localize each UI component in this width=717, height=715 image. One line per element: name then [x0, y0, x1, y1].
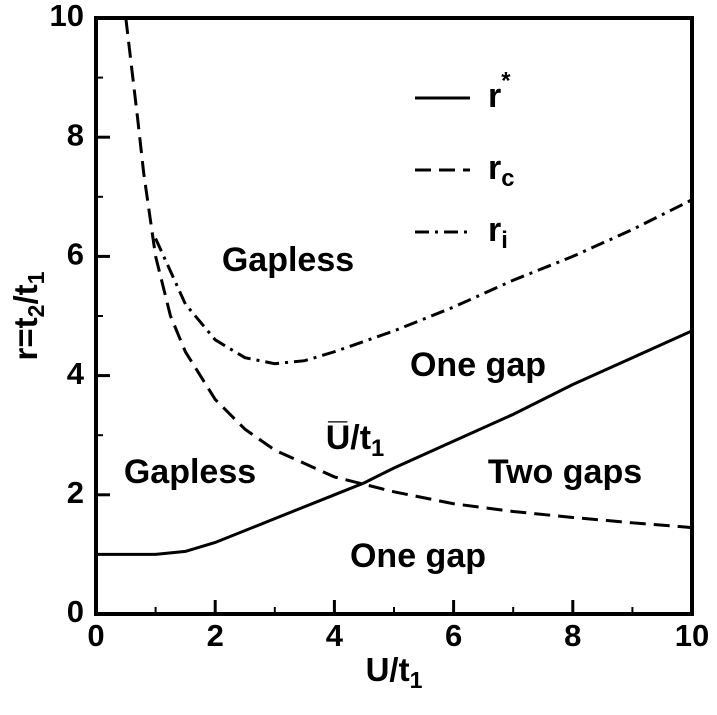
y-tick-label: 8: [67, 117, 84, 152]
plot-frame: [94, 16, 694, 616]
legend-label: ri: [488, 211, 508, 254]
x-tick-label: 2: [207, 618, 224, 653]
region-label-part: Gapless: [124, 453, 256, 491]
legend-label: rc: [488, 149, 514, 192]
region-label-part: U̅/t: [326, 419, 371, 457]
series-line: [154, 198, 692, 366]
y-tick-label: 2: [67, 475, 84, 510]
series-line: [124, 18, 692, 530]
legend-label: r*: [488, 68, 511, 115]
y-axis-label: r=t2/t1: [7, 271, 49, 360]
legend-label-part: *: [501, 68, 511, 95]
region-label: Gapless: [222, 241, 354, 279]
legend-label-part: c: [501, 165, 514, 192]
x-tick-label: 6: [445, 618, 462, 653]
x-axis-label-part: 1: [410, 667, 423, 693]
y-tick-label: 0: [67, 594, 84, 629]
y-tick-label: 4: [67, 356, 85, 391]
region-label: One gap: [410, 346, 546, 384]
region-label-part: Gapless: [222, 241, 354, 279]
x-tick-label: 4: [326, 618, 344, 653]
legend-label-part: r: [488, 149, 501, 187]
legend-label-part: r: [488, 211, 501, 249]
region-label: U̅/t1: [326, 419, 385, 462]
y-axis-label-part: /t: [7, 284, 44, 304]
region-label: Two gaps: [488, 453, 642, 491]
x-tick-label: 10: [675, 618, 709, 653]
y-axis-label-part: r=t: [7, 317, 44, 360]
y-axis-label-part: 2: [23, 305, 49, 318]
y-axis-label-part: 1: [23, 271, 49, 284]
series-line: [96, 329, 692, 556]
region-label-part: Two gaps: [488, 453, 642, 491]
region-label-part: One gap: [350, 537, 486, 575]
x-axis-label-part: U/t: [366, 651, 410, 688]
x-tick-label: 0: [87, 618, 104, 653]
x-axis-label: U/t1: [366, 651, 423, 693]
legend-label-part: r: [488, 77, 501, 115]
region-label-part: 1: [371, 435, 384, 462]
region-label-part: One gap: [410, 346, 546, 384]
region-label: One gap: [350, 537, 486, 575]
y-tick-label: 6: [67, 237, 84, 272]
x-tick-label: 8: [564, 618, 581, 653]
y-tick-label: 10: [50, 0, 84, 33]
legend-label-part: i: [501, 227, 508, 254]
region-label: Gapless: [124, 453, 256, 491]
